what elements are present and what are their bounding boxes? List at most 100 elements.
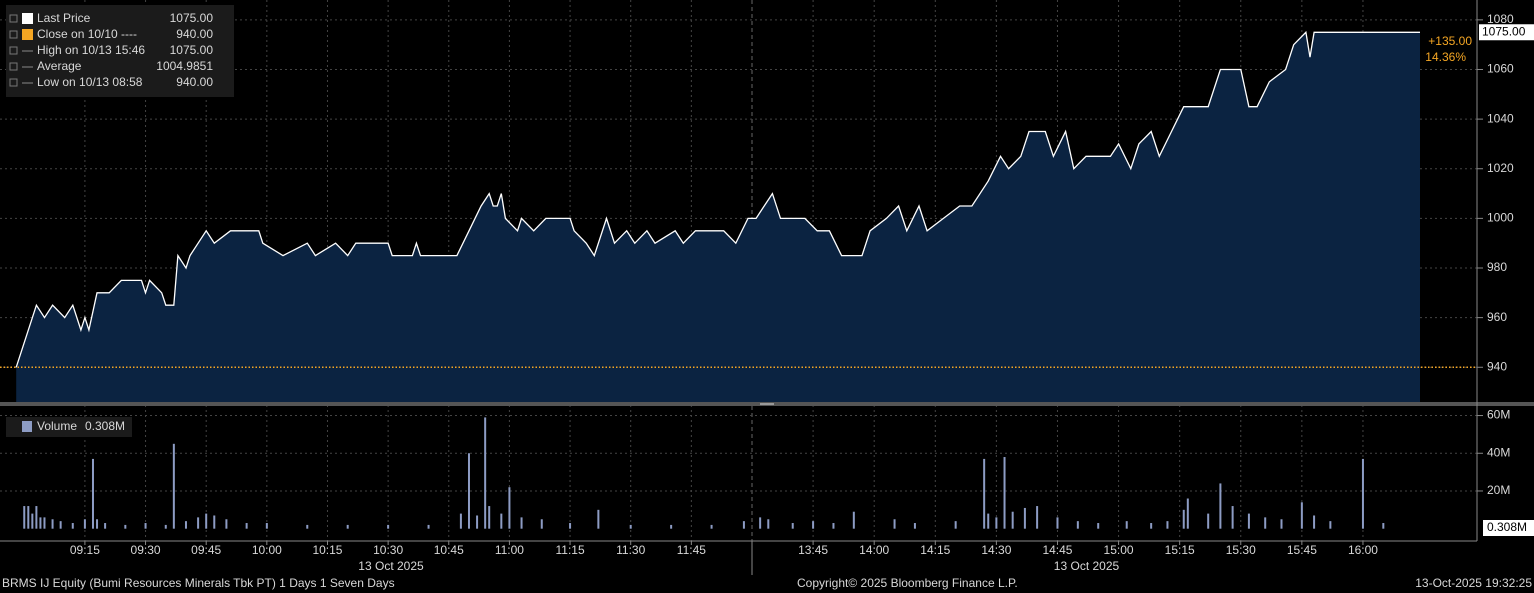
volume-bar — [1166, 521, 1169, 529]
legend-toggle — [9, 14, 18, 23]
volume-bar — [893, 519, 896, 529]
volume-legend: Volume 0.308M — [6, 417, 132, 437]
legend-label: Low on 10/13 08:58 — [37, 75, 143, 89]
volume-bar — [197, 517, 200, 529]
x-tick-label: 11:45 — [677, 543, 706, 557]
volume-bar — [476, 515, 479, 529]
footer-right: 13-Oct-2025 19:32:25 — [1415, 576, 1532, 590]
footer-center: Copyright© 2025 Bloomberg Finance L.P. — [797, 576, 1018, 590]
x-tick-label: 15:15 — [1165, 543, 1195, 557]
last-volume-tag — [1483, 520, 1534, 536]
volume-bar — [767, 519, 770, 529]
volume-bar — [1300, 502, 1303, 529]
volume-bar — [96, 519, 99, 529]
y-tick-label: 1000 — [1487, 211, 1514, 225]
volume-bar — [39, 517, 42, 529]
x-tick-label: 14:15 — [920, 543, 950, 557]
x-tick-label: 11:15 — [555, 543, 584, 557]
volume-bar — [1182, 509, 1185, 529]
y-tick-label: 960 — [1487, 310, 1507, 324]
x-tick-label: 10:45 — [434, 543, 464, 557]
x-tick-label: 09:45 — [191, 543, 221, 557]
legend-label: Last Price — [37, 11, 91, 25]
x-tick-label: 14:45 — [1042, 543, 1072, 557]
volume-bar — [520, 517, 523, 529]
change-pct-label: 14.36% — [1425, 50, 1466, 64]
volume-bar — [1264, 517, 1267, 529]
legend-swatch — [22, 29, 33, 40]
volume-bar — [104, 523, 107, 529]
legend: Last Price 1075.00 Close on 10/10 ---- 940.… — [6, 5, 234, 97]
legend-toggle — [9, 30, 18, 39]
x-tick-label: 15:45 — [1287, 543, 1317, 557]
legend-value: 940.00 — [176, 75, 213, 89]
volume-bar — [1247, 513, 1250, 529]
x-tick-label: 14:30 — [981, 543, 1011, 557]
volume-bar — [484, 417, 487, 529]
volume-bar — [1329, 521, 1332, 529]
volume-bar — [508, 487, 511, 529]
volume-bar — [569, 523, 572, 529]
volume-bar — [540, 519, 543, 529]
x-tick-label: 10:00 — [252, 543, 282, 557]
volume-bar — [346, 524, 349, 529]
volume-bar — [1150, 523, 1153, 529]
x-tick-label: 11:00 — [495, 543, 524, 557]
legend-label: High on 10/13 15:46 — [37, 43, 145, 57]
date-label: 13 Oct 2025 — [1054, 559, 1120, 573]
volume-bar — [1361, 458, 1364, 529]
volume-bar — [812, 521, 815, 529]
footer-left: BRMS IJ Equity (Bumi Resources Minerals … — [2, 576, 395, 590]
y-tick-label: 980 — [1487, 260, 1507, 274]
volume-bar — [995, 517, 998, 529]
legend-box — [6, 5, 234, 97]
volume-bar — [742, 521, 745, 529]
legend-label: Average — [37, 59, 82, 73]
y-tick-label: 1040 — [1487, 111, 1514, 125]
volume-bar — [954, 521, 957, 529]
volume-bar — [164, 524, 167, 529]
volume-bar — [265, 523, 268, 529]
volume-bar — [1036, 506, 1039, 529]
x-tick-label: 09:30 — [131, 543, 161, 557]
last-price-label: 1075.00 — [1482, 24, 1526, 38]
legend-label: Volume — [37, 419, 77, 433]
volume-bar — [1076, 521, 1079, 529]
volume-bar — [629, 524, 632, 529]
x-tick-label: 15:00 — [1104, 543, 1134, 557]
x-tick-label: 11:30 — [616, 543, 645, 557]
volume-bar — [1186, 498, 1189, 529]
x-tick-label: 10:15 — [312, 543, 342, 557]
volume-bar — [1382, 523, 1385, 529]
volume-bar — [1207, 513, 1210, 529]
plot — [0, 30, 1477, 529]
legend-swatch — [22, 421, 32, 432]
volume-bar — [459, 513, 462, 529]
y-tick-label: 60M — [1487, 408, 1510, 422]
volume-bar — [1280, 519, 1283, 529]
date-label: 13 Oct 2025 — [358, 559, 424, 573]
volume-bar — [1023, 507, 1026, 529]
legend-toggle — [9, 62, 18, 71]
legend-value: 1075.00 — [170, 43, 214, 57]
volume-bar — [1231, 506, 1234, 529]
x-tick-label: 10:30 — [373, 543, 403, 557]
volume-bar — [172, 443, 175, 529]
x-tick-label: 13:45 — [798, 543, 828, 557]
last-price-tag — [1479, 24, 1534, 41]
volume-bar — [913, 523, 916, 529]
volume-bar — [205, 513, 208, 529]
volume-bar — [710, 524, 713, 529]
volume-bar — [225, 519, 228, 529]
y-tick-label: 940 — [1487, 359, 1507, 373]
volume-bar — [1219, 483, 1222, 529]
volume-bar — [59, 521, 62, 529]
volume-bar — [467, 453, 470, 529]
volume-bar — [27, 506, 30, 529]
volume-bar — [184, 521, 187, 529]
volume-bar — [31, 513, 34, 529]
separator-handle — [760, 403, 774, 405]
volume-bar — [427, 524, 430, 529]
